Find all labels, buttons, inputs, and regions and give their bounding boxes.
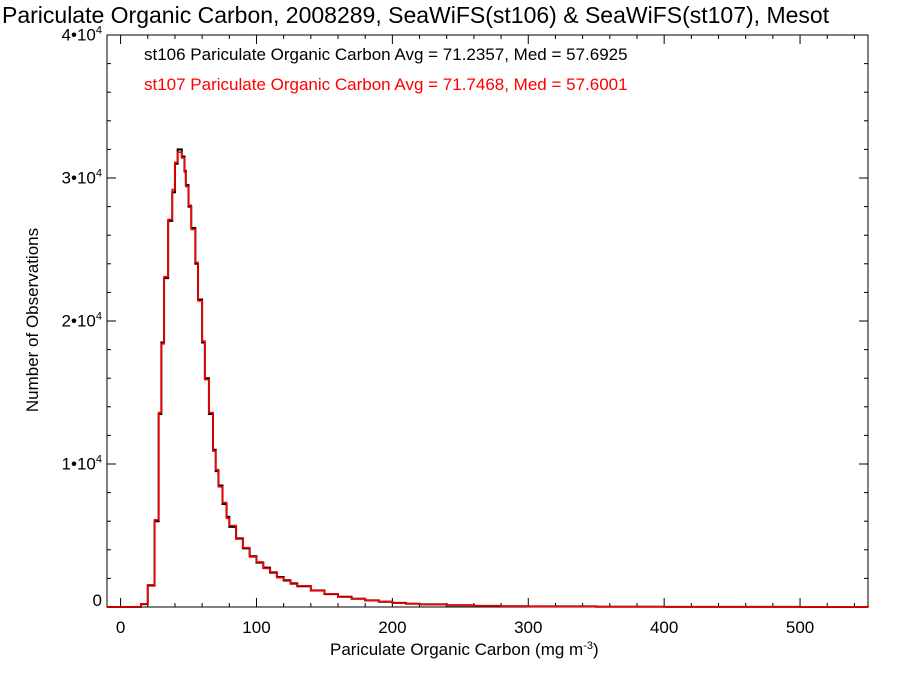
plot-frame (106, 34, 869, 608)
x-tick-label: 500 (785, 618, 815, 637)
y-tick-label: 2•104 (61, 310, 102, 331)
x-axis-label: Pariculate Organic Carbon (mg m-3) (330, 640, 599, 660)
x-tick-label: 0 (115, 618, 126, 637)
x-tick-label: 300 (514, 618, 543, 637)
series-st107-line (107, 151, 869, 608)
legend-entry-st106: st106 Pariculate Organic Carbon Avg = 71… (144, 45, 628, 64)
x-axis-label-text: Pariculate Organic Carbon (mg m (330, 640, 584, 659)
y-tick-label: 4•104 (61, 24, 102, 45)
x-axis-label-close: ) (593, 640, 599, 659)
x-tick-label: 200 (378, 618, 407, 637)
x-axis-label-exponent: -3 (583, 640, 593, 652)
x-tick-label: 400 (649, 618, 679, 637)
y-tick-label: 1•104 (61, 453, 102, 474)
x-tick-label: 100 (242, 618, 271, 637)
chart-title: Pariculate Organic Carbon, 2008289, SeaW… (2, 2, 830, 28)
y-tick-label: 0 (92, 591, 102, 610)
legend-entry-st107: st107 Pariculate Organic Carbon Avg = 71… (144, 75, 628, 94)
y-axis-label: Number of Observations (23, 227, 42, 413)
series-st106-line (107, 148, 869, 608)
y-tick-label: 3•104 (61, 167, 102, 188)
